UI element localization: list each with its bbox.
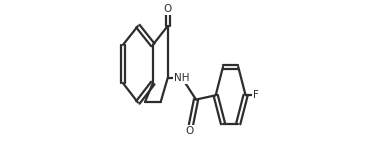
Text: O: O bbox=[186, 126, 194, 136]
Text: F: F bbox=[253, 90, 259, 100]
Text: O: O bbox=[164, 4, 172, 14]
Text: NH: NH bbox=[174, 73, 190, 83]
